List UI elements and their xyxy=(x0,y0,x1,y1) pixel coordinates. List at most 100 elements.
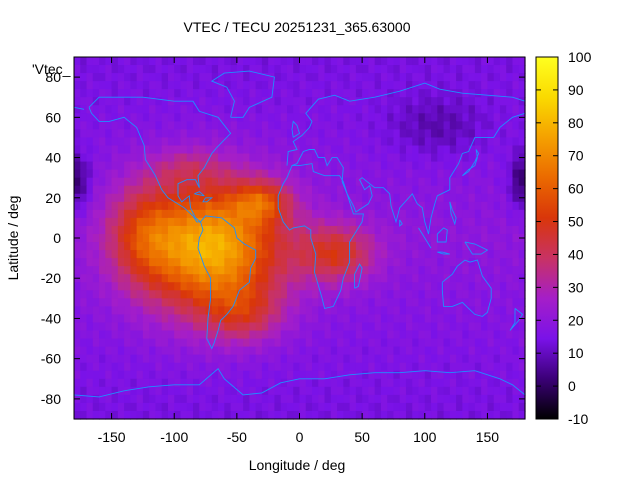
heatmap-cell xyxy=(330,314,338,324)
heatmap-cell xyxy=(117,201,125,211)
heatmap-cell xyxy=(355,402,363,412)
heatmap-cell xyxy=(218,322,225,332)
heatmap-cell xyxy=(399,266,407,275)
heatmap-cell xyxy=(506,65,514,74)
heatmap-cell xyxy=(462,113,470,122)
heatmap-cell xyxy=(149,65,157,74)
heatmap-cell xyxy=(111,97,119,106)
heatmap-cell xyxy=(230,250,238,259)
heatmap-cell xyxy=(418,402,426,412)
heatmap-cell xyxy=(243,201,250,211)
heatmap-cell xyxy=(224,370,232,380)
heatmap-cell xyxy=(149,282,157,291)
heatmap-cell xyxy=(286,394,294,404)
heatmap-cell xyxy=(499,298,507,307)
heatmap-cell xyxy=(243,410,250,420)
heatmap-cell xyxy=(518,330,526,340)
heatmap-cell xyxy=(274,129,282,139)
heatmap-cell xyxy=(355,177,363,187)
heatmap-cell xyxy=(437,113,445,122)
heatmap-cell xyxy=(286,378,294,388)
heatmap-cell xyxy=(368,354,376,364)
heatmap-cell xyxy=(456,81,463,90)
x-tick-label: 100 xyxy=(413,429,437,445)
heatmap-cell xyxy=(124,137,131,147)
heatmap-cell xyxy=(418,306,426,316)
heatmap-cell xyxy=(224,378,232,388)
heatmap-cell xyxy=(205,217,213,227)
heatmap-cell xyxy=(180,338,188,348)
heatmap-cell xyxy=(474,201,482,211)
heatmap-cell xyxy=(299,169,307,179)
heatmap-cell xyxy=(387,354,395,364)
heatmap-cell xyxy=(330,362,338,372)
heatmap-cell xyxy=(362,153,369,163)
heatmap-cell xyxy=(412,89,420,98)
heatmap-cell xyxy=(193,65,200,74)
heatmap-cell xyxy=(380,410,388,420)
heatmap-cell xyxy=(368,274,376,283)
heatmap-cell xyxy=(274,290,282,299)
heatmap-cell xyxy=(424,298,432,307)
heatmap-cell xyxy=(405,233,413,243)
heatmap-cell xyxy=(299,266,307,275)
coastline-path xyxy=(210,70,275,118)
heatmap-cell xyxy=(80,354,88,364)
heatmap-cell xyxy=(393,346,401,356)
heatmap-cell xyxy=(236,330,244,340)
heatmap-cell xyxy=(211,153,219,163)
heatmap-cell xyxy=(393,290,401,299)
heatmap-cell xyxy=(493,250,501,259)
heatmap-cell xyxy=(343,378,351,388)
heatmap-cell xyxy=(86,250,94,259)
heatmap-cell xyxy=(312,330,319,340)
heatmap-cell xyxy=(468,137,476,147)
heatmap-cell xyxy=(506,402,514,412)
heatmap-cell xyxy=(355,169,363,179)
heatmap-cell xyxy=(330,65,338,74)
heatmap-cell xyxy=(355,282,363,291)
heatmap-cell xyxy=(299,370,307,380)
heatmap-cell xyxy=(431,410,438,420)
heatmap-cell xyxy=(280,193,288,203)
heatmap-cell xyxy=(280,57,288,66)
heatmap-cell xyxy=(399,209,407,219)
heatmap-cell xyxy=(268,65,276,74)
heatmap-cell xyxy=(249,105,257,114)
heatmap-cell xyxy=(86,298,94,307)
heatmap-cell xyxy=(418,266,426,275)
heatmap-cell xyxy=(312,410,319,420)
heatmap-cell xyxy=(236,137,244,147)
heatmap-cell xyxy=(399,193,407,203)
heatmap-cell xyxy=(368,113,376,122)
heatmap-cell xyxy=(117,290,125,299)
heatmap-cell xyxy=(418,193,426,203)
heatmap-cell xyxy=(437,290,445,299)
heatmap-cell xyxy=(224,57,232,66)
heatmap-cell xyxy=(130,322,138,332)
heatmap-cell xyxy=(117,306,125,316)
heatmap-cell xyxy=(268,330,276,340)
heatmap-cell xyxy=(274,73,282,82)
heatmap-cell xyxy=(374,370,382,380)
heatmap-cell xyxy=(117,330,125,340)
heatmap-cell xyxy=(268,274,276,283)
heatmap-cell xyxy=(506,113,514,122)
heatmap-cell xyxy=(312,322,319,332)
heatmap-cell xyxy=(499,113,507,122)
coastlines xyxy=(73,70,526,398)
heatmap-cell xyxy=(318,386,326,396)
heatmap-cell xyxy=(349,145,357,155)
heatmap-cell xyxy=(512,298,520,307)
heatmap-cell xyxy=(293,233,301,243)
heatmap-cell xyxy=(218,306,225,316)
heatmap-cell xyxy=(105,145,113,155)
heatmap-cell xyxy=(305,185,313,195)
coastline-path xyxy=(73,106,85,110)
heatmap-cell xyxy=(230,394,238,404)
heatmap-cell xyxy=(399,177,407,187)
heatmap-cell xyxy=(80,394,88,404)
heatmap-cell xyxy=(86,233,94,243)
heatmap-cell xyxy=(393,330,401,340)
heatmap-cell xyxy=(412,282,420,291)
